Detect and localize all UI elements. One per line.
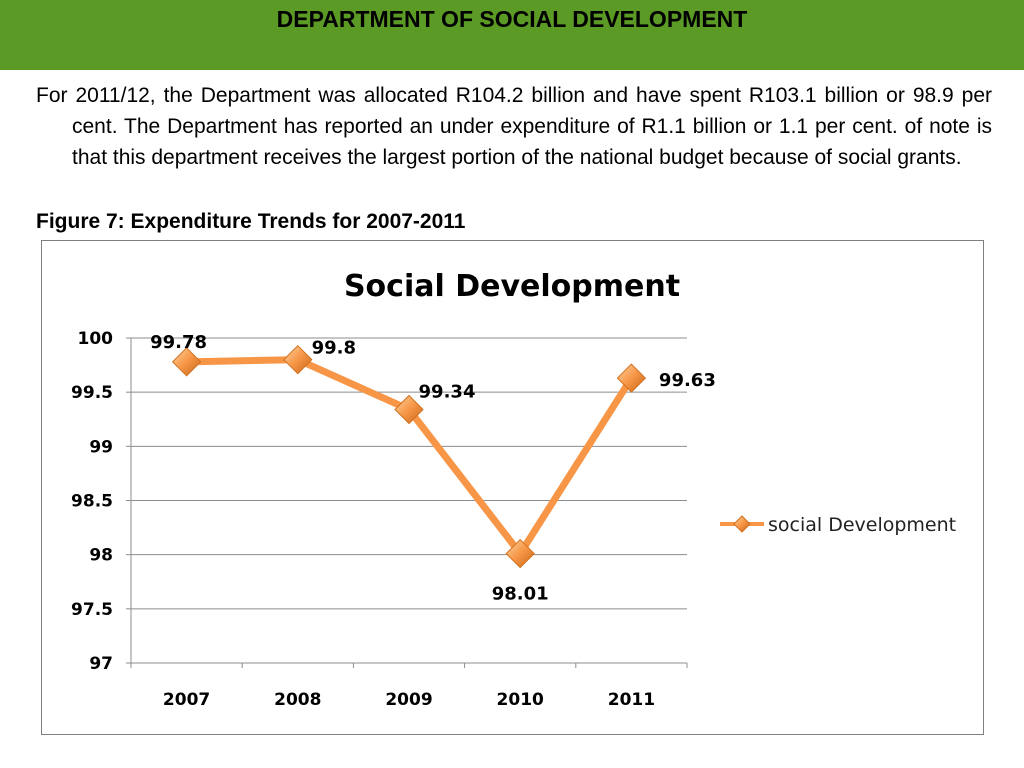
data-label: 99.8 [312,338,356,359]
data-label: 99.78 [150,332,207,353]
data-point-marker [394,394,424,425]
x-tick-label: 2007 [163,690,210,710]
page-title: DEPARTMENT OF SOCIAL DEVELOPMENT [276,6,748,32]
data-point-marker [505,538,535,569]
data-point-marker [616,363,647,393]
y-tick-label: 99 [89,437,113,457]
data-point-marker [171,347,202,377]
chart-legend: social Development [720,514,956,536]
legend-marker [733,515,751,533]
y-tick-label: 99.5 [71,383,113,403]
data-label: 98.01 [492,584,549,605]
figure-caption: Figure 7: Expenditure Trends for 2007-20… [36,210,466,233]
x-tick-label: 2011 [608,690,655,710]
chart-title: Social Development [344,269,680,304]
chart-frame: Social Development 97 97.5 98 98.5 99 99.5 100… [41,240,984,735]
y-tick-label: 98 [89,546,113,566]
header-bar: DEPARTMENT OF SOCIAL DEVELOPMENT [0,0,1024,70]
legend-label: social Development [768,514,956,536]
series-line [186,356,635,558]
x-tick-label: 2009 [385,690,432,710]
y-tick-label: 98.5 [71,492,113,512]
x-tick-label: 2008 [274,690,321,710]
y-tick-label: 97.5 [71,600,113,620]
data-label: 99.63 [659,370,716,391]
data-label: 99.34 [419,382,476,403]
body-paragraph: For 2011/12, the Department was allocate… [36,84,992,169]
y-tick-label: 100 [78,329,114,349]
data-point-marker [283,344,313,375]
line-chart: Social Development 97 97.5 98 98.5 99 99.5 100… [71,269,956,710]
y-tick-label: 97 [89,654,113,674]
x-tick-label: 2010 [497,690,544,710]
